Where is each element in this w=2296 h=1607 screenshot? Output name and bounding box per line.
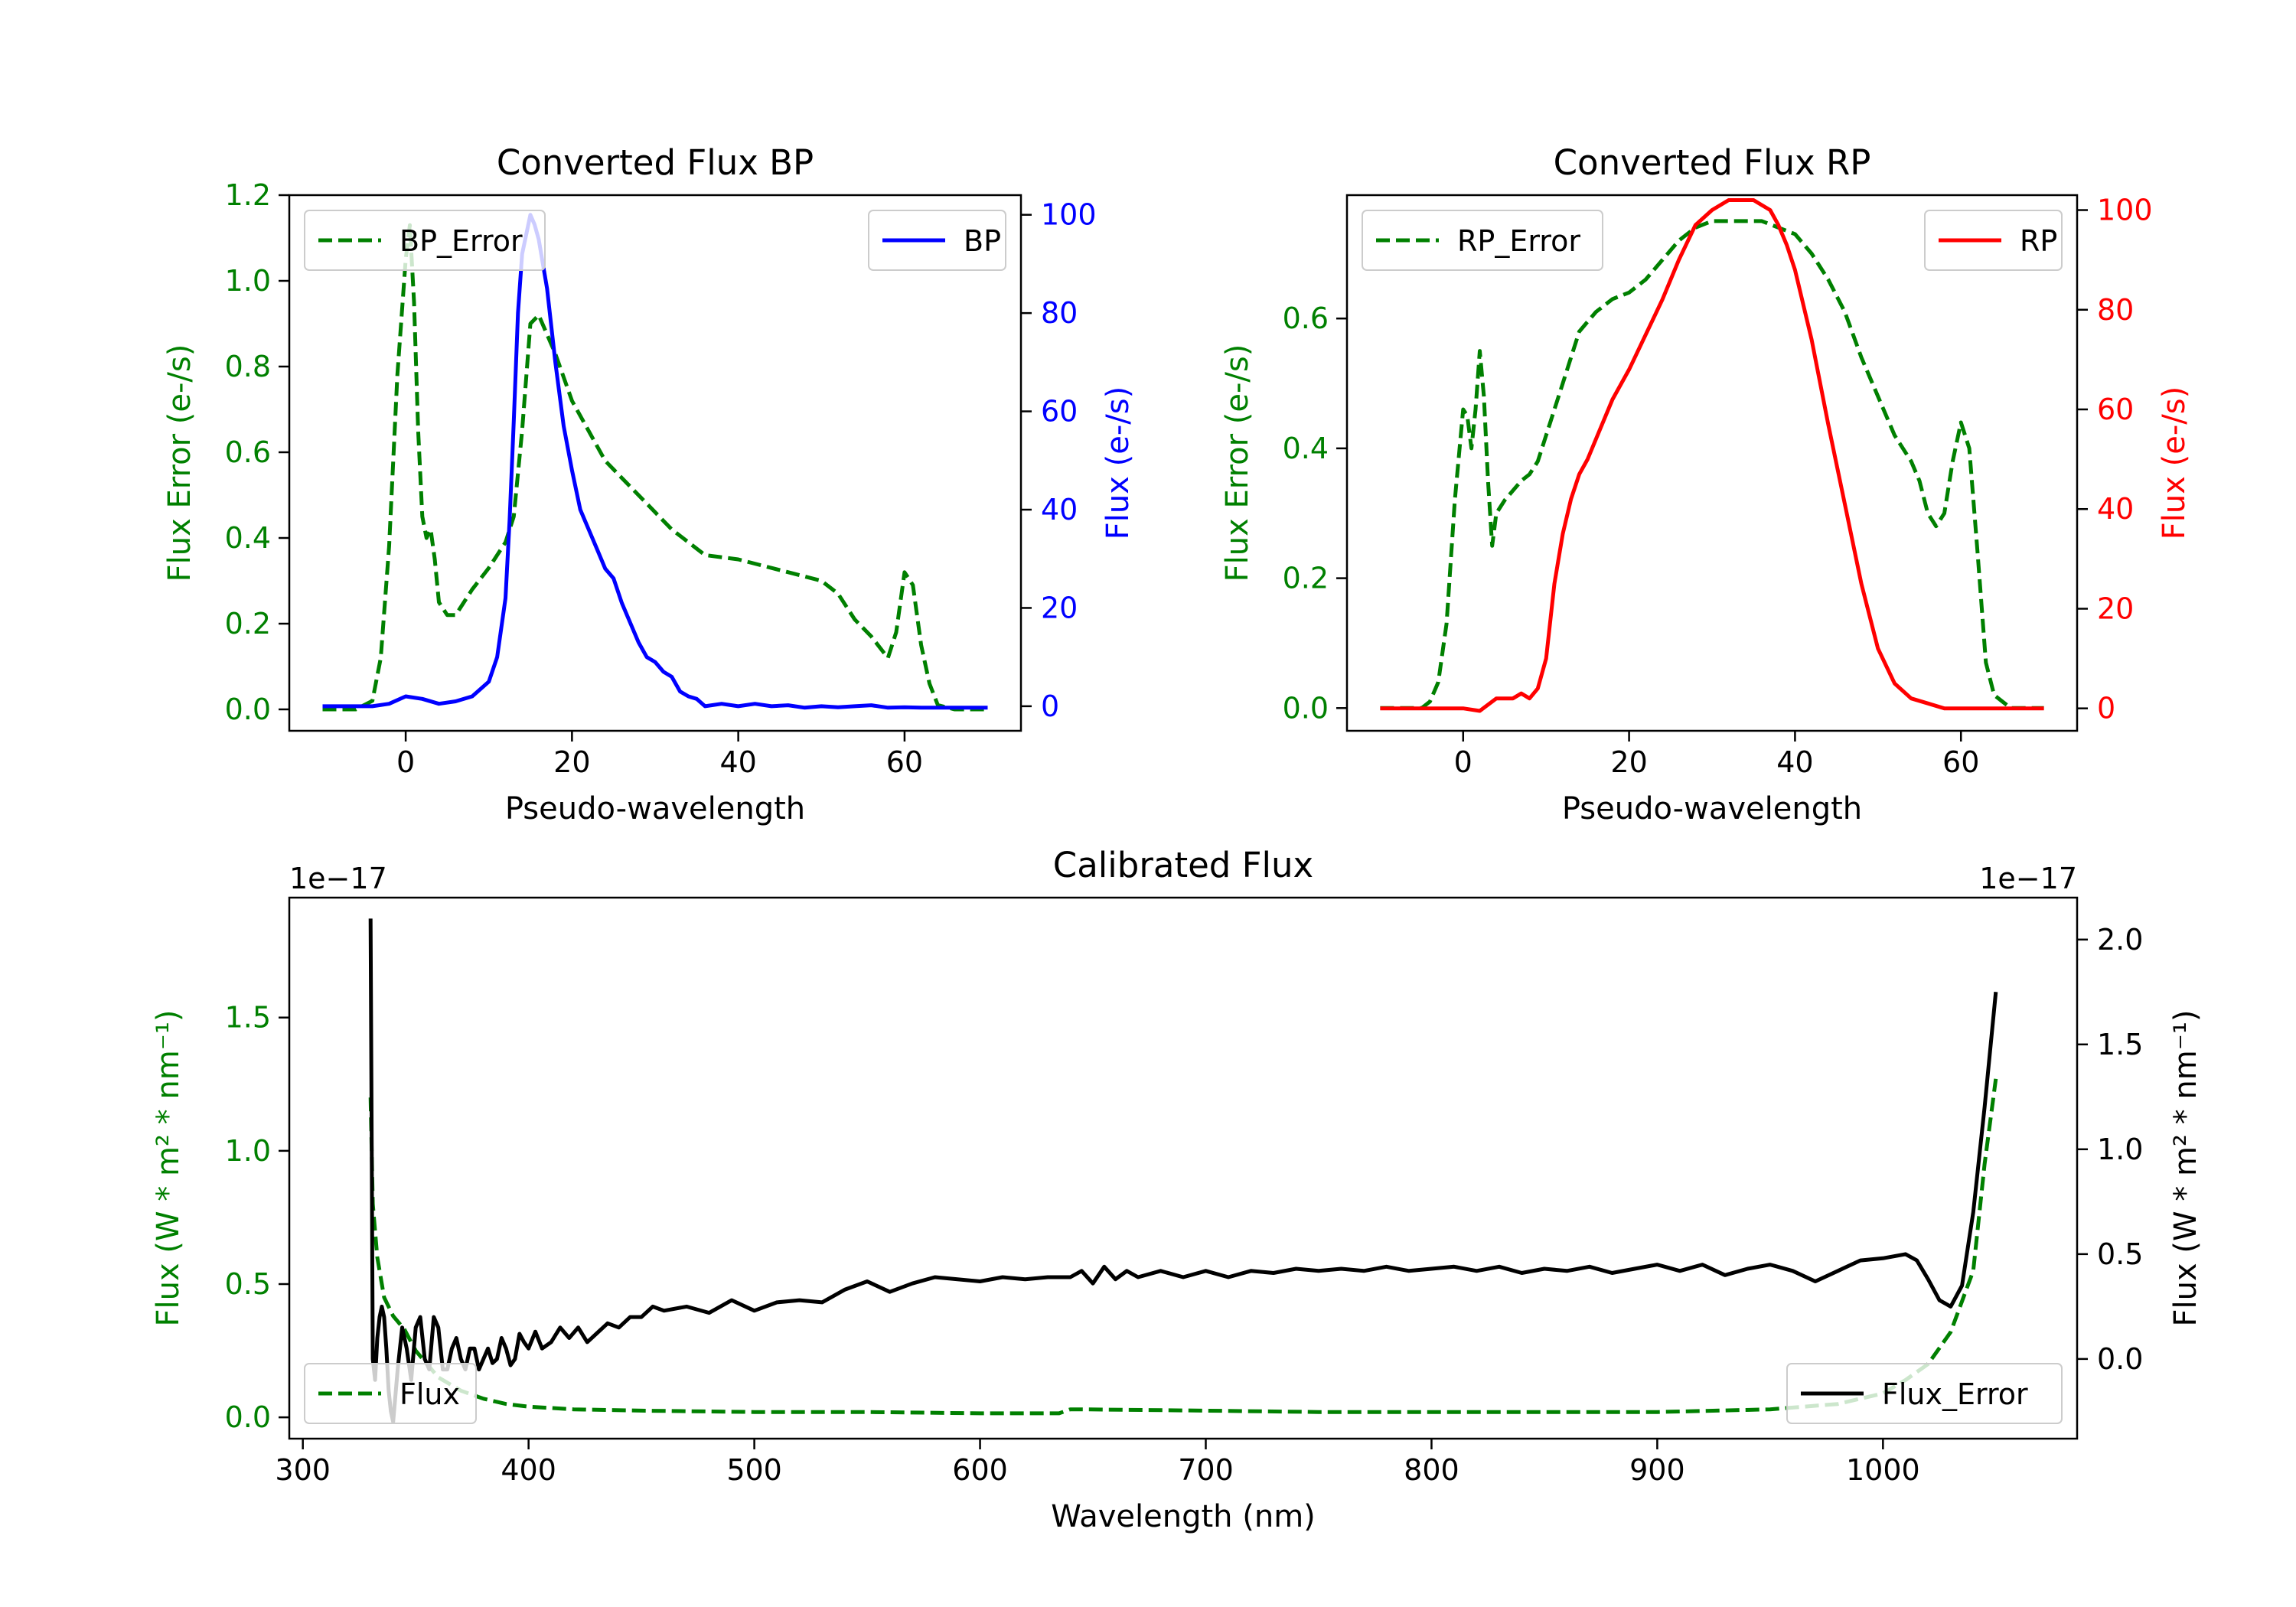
legend-label: BP xyxy=(964,224,1001,258)
legend-flux: Flux xyxy=(304,1363,477,1424)
x-tick-label: 700 xyxy=(1178,1453,1234,1487)
y-left-tick-label: 0.2 xyxy=(225,607,271,641)
plot-frame xyxy=(288,896,2079,1440)
y-right-tick-label: 60 xyxy=(2097,393,2134,426)
y-right-axis-label: Flux (e-/s) xyxy=(2157,386,2192,539)
y-left-tick-label: 1.2 xyxy=(225,178,271,212)
y-right-offset-label: 1e−17 xyxy=(1979,862,2077,895)
y-left-tick-label: 0.0 xyxy=(225,1400,271,1434)
x-axis-label: Pseudo-wavelength xyxy=(505,791,805,826)
chart-title: Converted Flux BP xyxy=(497,142,814,183)
y-left-tick-label: 0.8 xyxy=(225,350,271,383)
series-line-bp xyxy=(322,213,988,710)
legend-label: RP_Error xyxy=(1457,224,1580,258)
x-tick-label: 20 xyxy=(553,745,590,779)
y-left-tick-label: 0.0 xyxy=(225,693,271,726)
y-right-axis-label: Flux (W * m² * nm⁻¹) xyxy=(2168,1010,2203,1327)
x-tick-label: 0 xyxy=(396,745,415,779)
x-tick-label: 40 xyxy=(1776,745,1813,779)
series-line-flux-error xyxy=(368,1078,1998,1416)
y-right-tick-label: 0.0 xyxy=(2097,1342,2143,1376)
legend-flux-error: Flux_Error xyxy=(1786,1363,2063,1424)
legend-label: Flux xyxy=(400,1377,460,1411)
y-left-tick-label: 0.2 xyxy=(1283,562,1329,595)
legend-bp-error: BP_Error xyxy=(304,210,546,271)
chart-title: Converted Flux RP xyxy=(1554,142,1871,183)
y-right-tick-label: 20 xyxy=(2097,592,2134,625)
x-tick-label: 60 xyxy=(886,745,923,779)
legend-box xyxy=(1362,210,1603,271)
y-right-tick-label: 80 xyxy=(1041,296,1078,330)
y-right-tick-label: 2.0 xyxy=(2097,923,2143,957)
legend-rp: RP xyxy=(1924,210,2063,271)
y-right-tick-label: 60 xyxy=(1041,395,1078,429)
series-line-flux xyxy=(368,918,1998,1424)
legend-box xyxy=(1786,1363,2063,1424)
x-axis-label: Pseudo-wavelength xyxy=(1562,791,1862,826)
x-tick-label: 1000 xyxy=(1846,1453,1920,1487)
x-tick-label: 20 xyxy=(1610,745,1647,779)
plot-frame xyxy=(1345,194,2079,732)
y-right-tick-label: 100 xyxy=(1041,198,1097,232)
legend-box xyxy=(304,1363,477,1424)
x-tick-label: 300 xyxy=(275,1453,331,1487)
x-tick-label: 400 xyxy=(501,1453,556,1487)
y-left-tick-label: 0.4 xyxy=(1283,432,1329,465)
chart-title: Calibrated Flux xyxy=(1053,845,1313,885)
y-left-tick-label: 0.0 xyxy=(1283,691,1329,725)
series-line-rp-error xyxy=(1380,219,2044,710)
y-right-tick-label: 0.5 xyxy=(2097,1237,2143,1271)
legend-box xyxy=(304,210,546,271)
x-tick-label: 60 xyxy=(1942,745,1979,779)
y-left-tick-label: 0.4 xyxy=(225,521,271,555)
series-line-bp-error xyxy=(322,223,988,712)
x-tick-label: 0 xyxy=(1454,745,1473,779)
x-axis-label: Wavelength (nm) xyxy=(1051,1499,1316,1534)
y-right-tick-label: 1.5 xyxy=(2097,1028,2143,1061)
legend-bp: BP xyxy=(868,210,1006,271)
x-tick-label: 500 xyxy=(726,1453,782,1487)
y-left-tick-label: 1.0 xyxy=(225,1134,271,1168)
y-left-tick-label: 0.5 xyxy=(225,1267,271,1301)
legend-rp-error: RP_Error xyxy=(1362,210,1603,271)
x-tick-label: 900 xyxy=(1629,1453,1685,1487)
y-left-axis-label: Flux (W * m² * nm⁻¹) xyxy=(151,1010,186,1327)
legend-label: Flux_Error xyxy=(1882,1377,2028,1411)
y-left-axis-label: Flux Error (e-/s) xyxy=(162,344,197,582)
y-right-tick-label: 80 xyxy=(2097,293,2134,327)
chart-bp: 0 20 40 60 0.0 0.2 0.4 0.6 0.8 1.0 1.2 0 20 40 60 80 100… xyxy=(162,142,1136,826)
y-right-axis-label: Flux (e-/s) xyxy=(1101,386,1136,539)
y-left-tick-label: 0.6 xyxy=(225,435,271,469)
legend-label: BP_Error xyxy=(400,224,523,258)
y-right-tick-label: 1.0 xyxy=(2097,1133,2143,1166)
y-right-tick-label: 100 xyxy=(2097,194,2153,227)
y-left-offset-label: 1e−17 xyxy=(289,862,387,895)
legend-label: RP xyxy=(2020,224,2057,258)
y-left-tick-label: 1.5 xyxy=(225,1001,271,1035)
y-left-tick-label: 1.0 xyxy=(225,264,271,298)
chart-calibrated: 300 400 500 600 700 800 900 1000 0.0 0.5 1.0 1.5 0.0… xyxy=(151,845,2203,1534)
plot-frame xyxy=(288,194,1022,732)
chart-rp: 0 20 40 60 0.0 0.2 0.4 0.6 0 20 40 60 80 100 Converted… xyxy=(1220,142,2192,826)
x-tick-label: 600 xyxy=(952,1453,1008,1487)
y-right-tick-label: 20 xyxy=(1041,591,1078,624)
y-right-tick-label: 0 xyxy=(2097,692,2115,725)
y-left-tick-label: 0.6 xyxy=(1283,302,1329,335)
y-right-tick-label: 0 xyxy=(1041,689,1059,723)
x-tick-label: 40 xyxy=(719,745,756,779)
x-tick-label: 800 xyxy=(1404,1453,1459,1487)
y-left-axis-label: Flux Error (e-/s) xyxy=(1220,344,1255,582)
series-line-rp xyxy=(1380,198,2044,713)
y-right-tick-label: 40 xyxy=(1041,493,1078,526)
y-right-tick-label: 40 xyxy=(2097,492,2134,526)
